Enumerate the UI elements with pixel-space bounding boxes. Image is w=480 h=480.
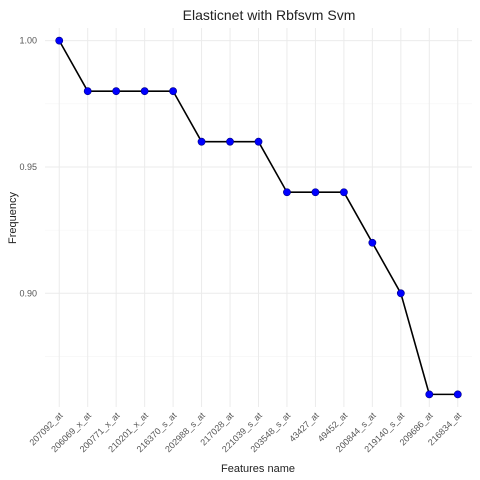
data-point [339, 188, 348, 197]
x-axis-label: Features name [221, 463, 295, 475]
data-point [396, 289, 405, 298]
data-point [283, 188, 291, 197]
data-point [169, 87, 177, 96]
data-point [311, 188, 320, 197]
y-tick-label: 0.95 [19, 162, 37, 172]
data-point [226, 137, 234, 146]
chart-title: Elasticnet with Rbfsvm Svm [183, 7, 356, 23]
y-tick-label: 0.90 [19, 288, 37, 298]
y-tick-label: 1.00 [19, 36, 37, 46]
data-point [425, 390, 434, 399]
data-point [83, 87, 92, 96]
data-point [112, 87, 121, 96]
data-point [55, 36, 64, 45]
data-point [368, 238, 377, 247]
y-axis-ticks: 0.90 0.95 1.00 [19, 36, 37, 299]
series [55, 36, 462, 399]
data-point [453, 390, 462, 399]
data-point [140, 87, 149, 96]
data-point [254, 137, 263, 146]
y-axis-label: Frequency [7, 192, 19, 244]
data-point [197, 137, 206, 146]
